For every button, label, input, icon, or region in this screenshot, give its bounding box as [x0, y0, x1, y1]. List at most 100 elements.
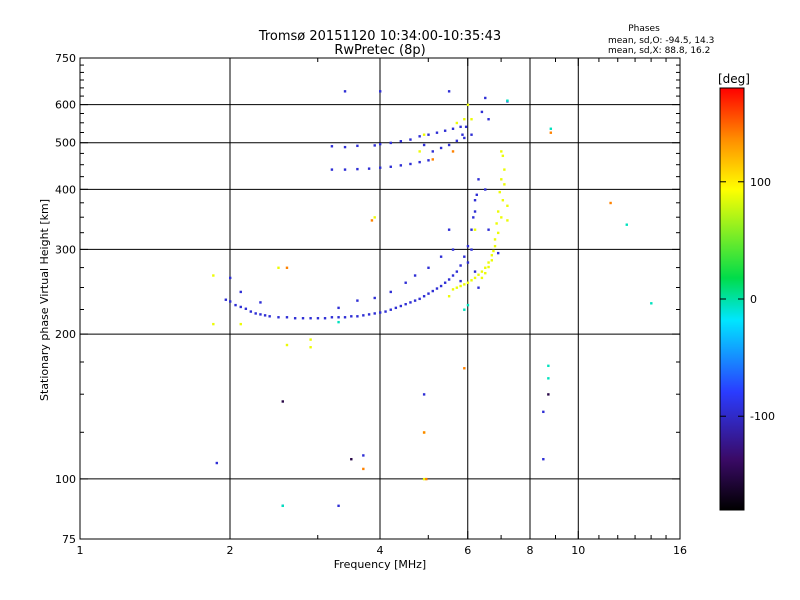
x-tick-label: 4: [377, 544, 384, 557]
data-point: [422, 431, 426, 434]
data-point: [473, 199, 477, 202]
data-point: [427, 292, 430, 295]
data-point: [399, 304, 403, 308]
data-point: [477, 178, 480, 181]
data-point: [503, 183, 506, 186]
data-point: [487, 118, 490, 121]
data-point: [259, 313, 262, 316]
data-point: [501, 199, 505, 202]
x-tick-label: 8: [527, 544, 534, 557]
data-point: [500, 178, 503, 181]
data-point: [506, 204, 509, 207]
data-point: [451, 248, 455, 251]
data-point: [277, 316, 280, 319]
data-point: [470, 228, 473, 231]
data-point: [473, 228, 477, 231]
data-point: [309, 346, 312, 349]
data-point: [547, 364, 550, 368]
data-point: [470, 118, 473, 121]
data-points: [212, 90, 653, 508]
data-point: [484, 271, 487, 275]
data-point: [343, 145, 347, 149]
data-point: [435, 131, 439, 134]
data-point: [224, 298, 228, 301]
data-point: [409, 301, 412, 304]
data-point: [466, 281, 470, 284]
data-point: [379, 90, 382, 93]
data-point: [427, 266, 430, 269]
data-point: [473, 276, 477, 280]
data-point: [498, 190, 501, 194]
data-point: [455, 139, 459, 143]
data-point: [343, 90, 347, 93]
data-point: [470, 248, 473, 251]
data-point: [447, 143, 451, 147]
colorbar-label: [deg]: [718, 72, 750, 86]
data-point: [500, 150, 503, 153]
stats-title: Phases: [628, 24, 660, 34]
data-point: [477, 273, 480, 276]
y-tick-label: 600: [55, 99, 76, 112]
data-point: [466, 303, 470, 307]
data-point: [427, 133, 430, 136]
data-point: [239, 322, 242, 326]
data-point: [356, 299, 359, 302]
data-point: [443, 129, 447, 132]
colorbar-tick-label: -100: [750, 410, 775, 423]
data-point: [463, 118, 466, 121]
data-point: [309, 338, 312, 341]
data-point: [367, 167, 371, 170]
data-point: [418, 297, 421, 301]
data-point: [625, 223, 628, 226]
data-point: [473, 270, 477, 273]
data-point: [459, 279, 462, 283]
data-point: [501, 154, 505, 158]
data-point: [379, 311, 382, 314]
data-point: [503, 168, 506, 171]
data-point: [492, 249, 495, 253]
data-point: [549, 131, 553, 134]
data-point: [285, 266, 289, 269]
x-tick-label: 10: [571, 544, 585, 557]
data-point: [418, 135, 421, 138]
data-point: [425, 477, 428, 481]
y-tick-label: 750: [55, 52, 76, 65]
data-point: [343, 168, 347, 171]
data-point: [212, 322, 215, 326]
data-point: [451, 274, 455, 277]
colorbar-ticks: 100 0 -100: [720, 176, 775, 423]
data-point: [367, 313, 371, 316]
data-point: [404, 303, 407, 306]
data-point: [422, 143, 426, 147]
data-point: [234, 303, 237, 307]
x-tick-labels: 1 2 4 6 8 10 16: [77, 544, 688, 557]
data-point: [439, 284, 443, 288]
data-point: [404, 281, 407, 284]
data-point: [506, 219, 509, 222]
data-point: [459, 284, 462, 288]
axis-ticks: [79, 57, 681, 540]
data-point: [409, 138, 412, 141]
data-point: [480, 276, 484, 280]
data-point: [472, 216, 475, 219]
colorbar-tick-label: 100: [750, 176, 771, 189]
data-point: [463, 136, 466, 140]
data-point: [399, 140, 403, 143]
y-tick-labels: 75 100 200 300 400 500 600 750: [55, 52, 76, 546]
data-point: [427, 159, 430, 162]
data-point: [229, 276, 232, 280]
data-point: [451, 288, 455, 291]
data-point: [542, 457, 545, 461]
y-tick-label: 75: [62, 533, 76, 546]
data-point: [609, 201, 612, 205]
data-point: [463, 367, 466, 370]
data-point: [330, 168, 334, 171]
data-point: [350, 457, 353, 461]
data-point: [281, 504, 284, 508]
x-tick-label: 16: [673, 544, 687, 557]
x-tick-label: 1: [77, 544, 84, 557]
y-tick-label: 500: [55, 137, 76, 150]
data-point: [455, 270, 459, 273]
data-point: [268, 315, 271, 318]
